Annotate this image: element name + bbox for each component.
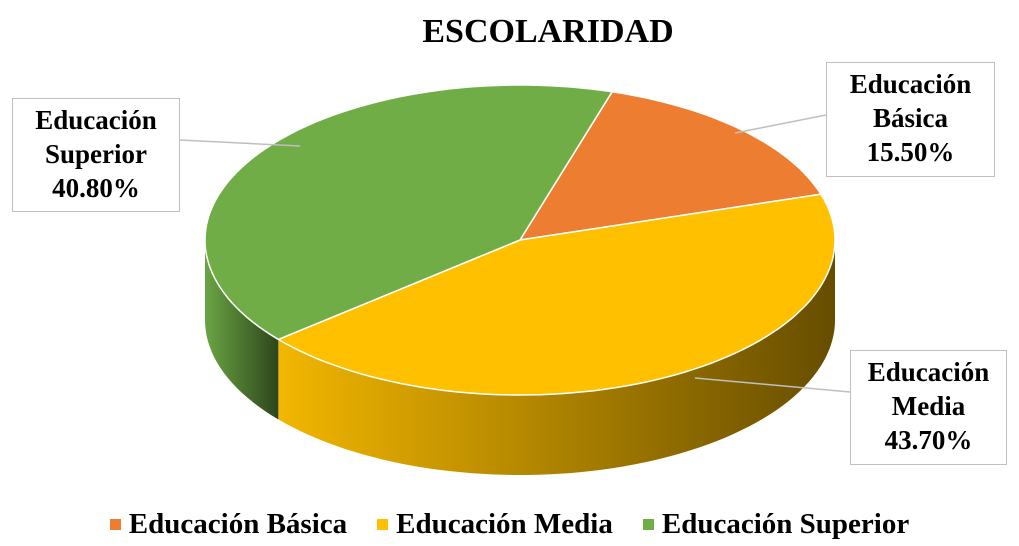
- legend-label: Educación Superior: [661, 508, 910, 540]
- legend-swatch: [377, 519, 389, 530]
- label-value: 43.70%: [884, 425, 973, 455]
- legend-swatch: [642, 519, 654, 530]
- legend-item: Educación Básica: [109, 508, 348, 541]
- chart-title: ESCOLARIDAD: [422, 13, 673, 50]
- slice-side-shade: [278, 240, 835, 475]
- legend: Educación Básica Educación Media Educación…: [0, 508, 1019, 541]
- slice: [204, 84, 614, 341]
- legend-item: Educación Superior: [642, 508, 910, 541]
- label-category: Educación Superior: [35, 105, 157, 169]
- label-value: 40.80%: [52, 173, 140, 203]
- data-label: Educación Básica 15.50%: [826, 62, 995, 177]
- leader-line: [694, 377, 851, 393]
- slice-side-shade: [205, 240, 279, 420]
- legend-label: Educación Media: [396, 508, 613, 540]
- label-category: Educación Básica: [849, 69, 972, 133]
- legend-label: Educación Básica: [128, 508, 348, 540]
- data-label: Educación Superior 40.80%: [12, 98, 180, 212]
- leader-line: [179, 139, 301, 147]
- leader-line: [734, 114, 827, 134]
- legend-item: Educación Media: [377, 508, 613, 541]
- label-value: 15.50%: [866, 137, 955, 167]
- slice: [518, 90, 823, 241]
- leader-lines: [179, 114, 851, 393]
- legend-swatch: [109, 519, 121, 530]
- slice: [276, 193, 836, 396]
- data-label: Educación Media 43.70%: [850, 350, 1007, 465]
- pie: [204, 84, 836, 475]
- label-category: Educación Media: [867, 357, 990, 421]
